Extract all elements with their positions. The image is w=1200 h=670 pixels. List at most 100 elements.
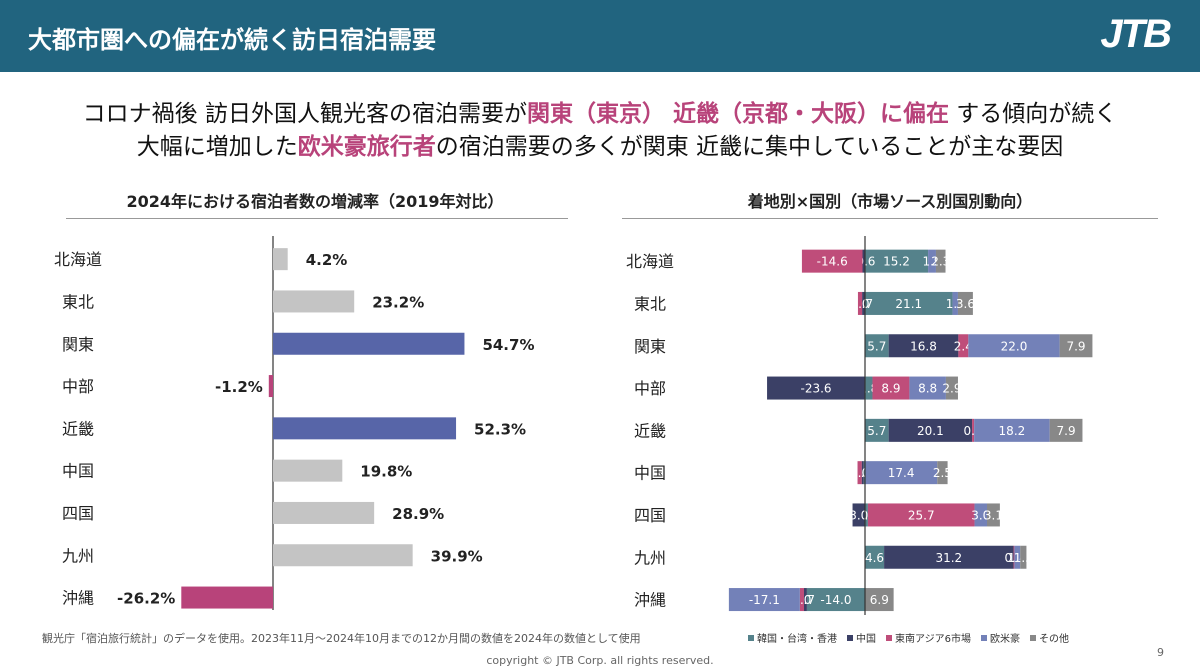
chart2-segment <box>865 461 938 485</box>
chart2-segment <box>968 334 1060 358</box>
chart1-value-label: 39.9% <box>431 547 483 565</box>
chart1-bar <box>268 375 273 398</box>
legend-swatch <box>847 634 853 641</box>
chart2-segment <box>862 249 865 273</box>
chart2-segment-label: 3.0 <box>971 508 990 522</box>
chart-legend: 韓国・台湾・香港 中国 東南アジア6市場 欧米豪 その他 <box>748 630 1069 645</box>
page-number: 9 <box>1157 646 1164 659</box>
chart1-category-label: 九州 <box>62 546 94 565</box>
chart2-segment <box>1013 545 1015 569</box>
chart1-category-label: 東北 <box>62 292 94 311</box>
chart2-segment <box>865 545 885 569</box>
chart1-bar <box>181 586 273 609</box>
chart2-category-label: 九州 <box>634 548 666 567</box>
jtb-logo: JTB <box>1100 12 1172 56</box>
chart2-segment-label: 1.0 <box>850 466 869 480</box>
chart2-segment <box>799 588 804 612</box>
legend-item: その他 <box>1029 630 1069 645</box>
lead-line-1-text-c: する傾向が続く <box>949 101 1118 127</box>
chart2-segment <box>872 376 910 400</box>
chart1-value-label: 23.2% <box>372 293 424 311</box>
chart2-segment <box>862 291 865 315</box>
legend-item: 中国 <box>847 630 876 645</box>
chart2-category-label: 近畿 <box>634 421 666 440</box>
chart1-value-label: -26.2% <box>117 590 175 608</box>
chart1-category-label: 関東 <box>62 335 94 354</box>
lead-line-2-text-c: の宿泊需要の多くが関東 近畿に集中していることが主な要因 <box>435 134 1064 160</box>
lead-line-1-text-a: コロナ禍後 訪日外国人観光客の宿泊需要が <box>82 101 527 127</box>
chart2-segment <box>865 588 894 612</box>
chart1-value-label: 4.2% <box>306 251 348 269</box>
legend-item: 欧米豪 <box>980 630 1020 645</box>
copyright: copyright © JTB Corp. all rights reserve… <box>486 654 714 667</box>
chart2-segment <box>767 376 865 400</box>
chart2-category-label: 関東 <box>634 337 666 356</box>
chart2-segment-label: 8.9 <box>881 382 900 396</box>
chart1-bar <box>273 544 413 567</box>
chart2-segment <box>865 334 889 358</box>
legend-swatch <box>748 634 754 641</box>
chart1-category-label: 四国 <box>62 504 94 523</box>
lead-line-1: コロナ禍後 訪日外国人観光客の宿泊需要が関東（東京） 近畿（京都・大阪）に偏在 … <box>0 94 1200 128</box>
lead-line-2-highlight: 欧米豪旅行者 <box>297 134 436 160</box>
right-chart-title: 着地別×国別（市場ソース別国別動向） <box>747 192 1033 211</box>
chart2-category-label: 中国 <box>634 464 666 483</box>
market-source-stacked-bar-chart: 北海道 15.2-0.6-14.6 1.92.3東北 21.10.71.0 1.33.6… <box>626 236 1093 615</box>
chart2-segment-label: 22.0 <box>1001 339 1028 353</box>
chart2-segment-label: 18.2 <box>999 424 1026 438</box>
lead-line-1-highlight: 関東（東京） 近畿（京都・大阪）に偏在 <box>526 101 949 127</box>
legend-swatch <box>886 634 892 641</box>
chart2-segment-label: 21.1 <box>895 297 922 311</box>
chart1-bar <box>273 248 288 271</box>
chart2-segment-label: 5.7 <box>867 339 886 353</box>
chart2-segment <box>861 461 864 485</box>
footnote: 観光庁「宿泊旅行統計」のデータを使用。2023年11月～2024年10月までの1… <box>42 632 641 645</box>
chart2-segment-label: 7.9 <box>1057 424 1076 438</box>
chart2-segment <box>935 249 946 273</box>
chart1-bar <box>273 417 457 440</box>
chart2-segment <box>974 503 988 527</box>
chart2-segment <box>974 418 1050 442</box>
chart2-segment <box>865 503 868 527</box>
chart1-value-label: 28.9% <box>392 505 444 523</box>
chart1-value-label: 52.3% <box>474 420 526 438</box>
lead-line-2-text-a: 大幅に増加した <box>136 134 298 160</box>
chart1-value-label: 19.8% <box>360 463 412 481</box>
chart2-segment <box>806 588 865 612</box>
chart2-segment-label: 2.3 <box>931 255 950 269</box>
chart2-segment <box>987 503 1000 527</box>
chart2-segment <box>952 291 958 315</box>
chart2-segment-label: 2.5 <box>933 466 952 480</box>
legend-swatch <box>1029 634 1036 641</box>
chart2-segment-label: 3.6 <box>956 297 975 311</box>
chart2-segment-label: 3.0 <box>849 508 868 522</box>
legend-item: 韓国・台湾・香港 <box>748 630 837 645</box>
chart2-segment <box>867 503 975 527</box>
chart2-segment <box>728 588 800 612</box>
chart2-segment-label: 16.8 <box>910 339 937 353</box>
chart2-segment-label: 3.1 <box>984 508 1003 522</box>
chart2-segment-label: 6.9 <box>870 593 889 607</box>
legend-label: 中国 <box>856 634 876 645</box>
chart2-segment <box>958 334 969 358</box>
left-chart-title: 2024年における宿泊者数の増減率（2019年対比） <box>126 192 504 211</box>
chart2-segment <box>863 461 865 485</box>
chart1-bar <box>273 332 465 355</box>
chart2-segment <box>803 588 807 612</box>
chart2-segment-label: 4.6 <box>865 551 884 565</box>
chart2-segment <box>1014 545 1021 569</box>
chart2-segment-label: -14.6 <box>817 255 848 269</box>
left-chart-title-rule <box>66 218 568 219</box>
chart2-segment <box>888 334 959 358</box>
legend-label: 欧米豪 <box>989 634 1020 645</box>
chart2-segment-label: -23.6 <box>800 382 831 396</box>
chart2-segment-label: 31.2 <box>935 551 962 565</box>
chart1-bar <box>273 501 375 524</box>
chart2-segment <box>972 418 975 442</box>
chart2-segment <box>865 376 873 400</box>
chart1-category-label: 北海道 <box>54 250 102 269</box>
legend-item: 東南アジア6市場 <box>886 630 971 645</box>
chart2-segment-label: 8.8 <box>918 382 937 396</box>
chart2-segment-label: 7.9 <box>1066 339 1085 353</box>
chart1-bar <box>273 290 355 313</box>
